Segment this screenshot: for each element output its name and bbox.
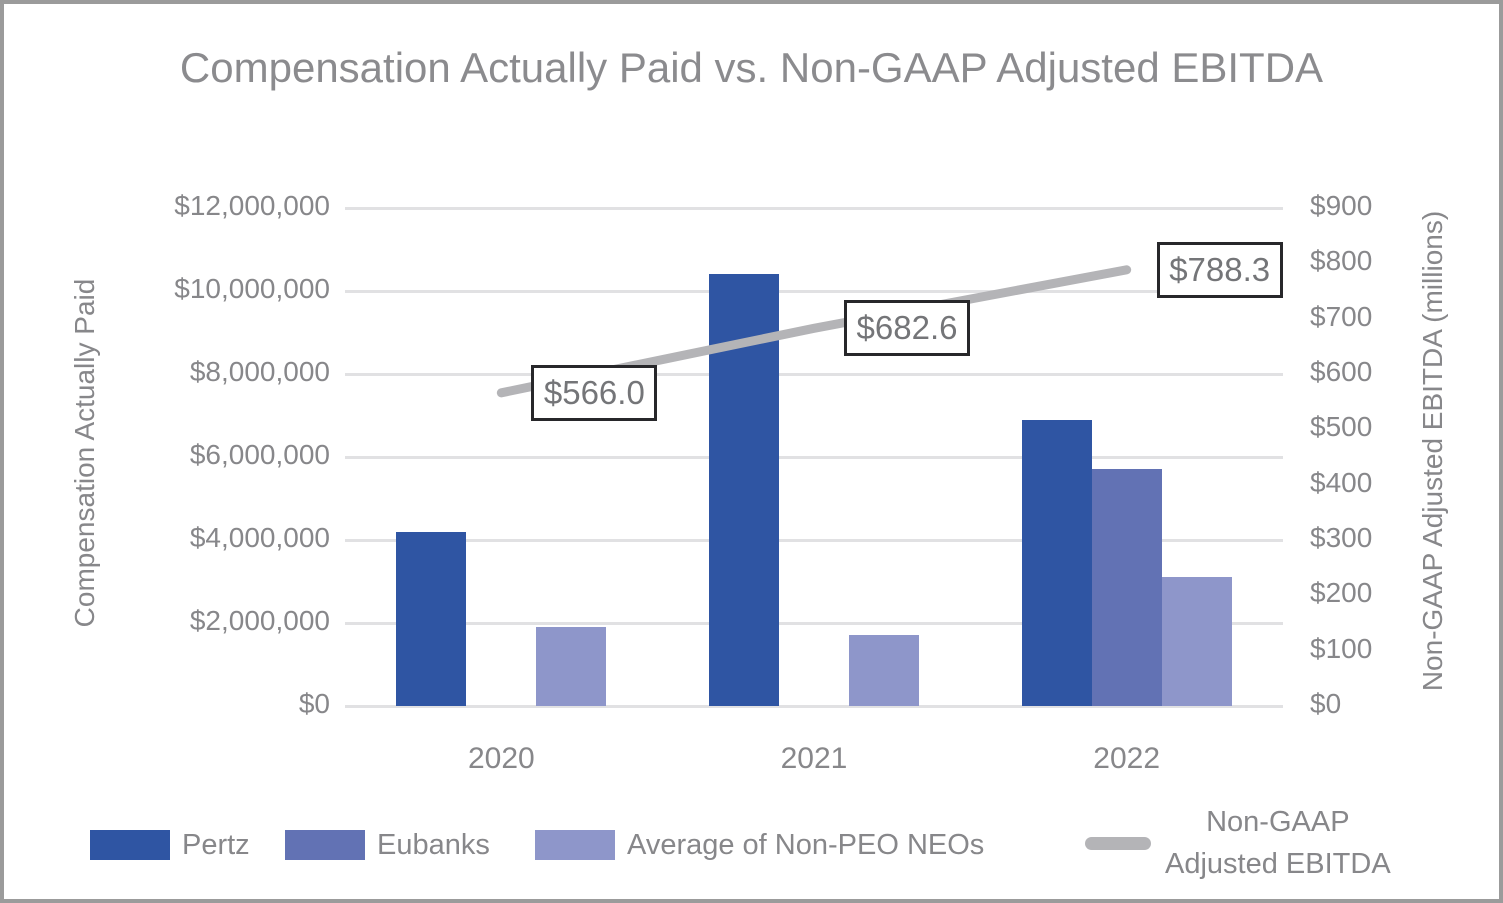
legend-label: Eubanks: [377, 828, 490, 861]
legend-label: Average of Non-PEO NEOs: [627, 828, 985, 861]
legend-item-pertz: Pertz: [90, 828, 250, 862]
left-axis-tick: $10,000,000: [174, 273, 330, 304]
right-axis-tick: $300: [1310, 522, 1373, 553]
legend-color-swatch: [90, 830, 170, 860]
bar-pertz-2021: [709, 274, 779, 706]
line-data-label: $566.0: [531, 364, 658, 421]
line-data-label: $788.3: [1156, 241, 1283, 298]
left-axis-tick: $6,000,000: [189, 439, 330, 470]
legend-label: Non-GAAP Adjusted EBITDA: [1165, 805, 1391, 880]
x-axis-label: 2020: [467, 742, 535, 775]
line-data-label: $682.6: [844, 300, 970, 357]
right-axis-tick: $400: [1310, 466, 1373, 498]
left-axis-tick: $4,000,000: [189, 522, 330, 553]
x-axis-label: 2021: [780, 742, 848, 775]
right-axis-tick: $200: [1310, 577, 1373, 609]
gridline: [345, 622, 1283, 625]
gridline: [345, 705, 1283, 708]
right-axis-tick: $600: [1310, 356, 1373, 387]
legend-line-marker: [1085, 836, 1151, 850]
left-axis-tick: $12,000,000: [174, 190, 330, 221]
left-axis-tick: $0: [298, 688, 330, 719]
legend-item-non-gaap-adjusted-ebitda: Non-GAAP Adjusted EBITDA: [1085, 800, 1391, 886]
left-axis-title: Compensation Actually Paid: [69, 278, 100, 628]
gridline: [345, 456, 1283, 459]
legend-item-average-of-non-peo-neos: Average of Non-PEO NEOs: [535, 828, 984, 862]
right-axis-title: Non-GAAP Adjusted EBITDA (millions): [1417, 210, 1448, 692]
left-axis-tick: $8,000,000: [189, 356, 330, 387]
gridline: [345, 539, 1283, 542]
bar-eubanks-2022: [1091, 469, 1162, 706]
bar-average-of-non-peo-neos-2020: [536, 627, 607, 706]
gridline: [345, 290, 1283, 293]
bar-pertz-2020: [396, 531, 467, 706]
bar-average-of-non-peo-neos-2021: [849, 635, 919, 706]
right-axis-tick: $900: [1310, 190, 1373, 221]
gridline: [345, 207, 1283, 210]
legend-color-swatch: [535, 830, 615, 860]
bar-pertz-2022: [1021, 419, 1092, 706]
right-axis-tick: $100: [1310, 632, 1373, 664]
right-axis-tick: $800: [1310, 245, 1373, 277]
gridline: [345, 373, 1283, 376]
legend-item-eubanks: Eubanks: [285, 828, 490, 862]
x-axis-label: 2022: [1093, 742, 1161, 775]
legend-color-swatch: [285, 830, 365, 860]
legend-label: Pertz: [182, 828, 250, 861]
bar-average-of-non-peo-neos-2022: [1161, 577, 1232, 706]
right-axis-tick: $700: [1310, 300, 1373, 332]
chart-title: Compensation Actually Paid vs. Non-GAAP …: [179, 44, 1324, 91]
right-axis-tick: $0: [1310, 688, 1342, 719]
left-axis-tick: $2,000,000: [189, 605, 330, 636]
right-axis-tick: $500: [1310, 411, 1373, 443]
